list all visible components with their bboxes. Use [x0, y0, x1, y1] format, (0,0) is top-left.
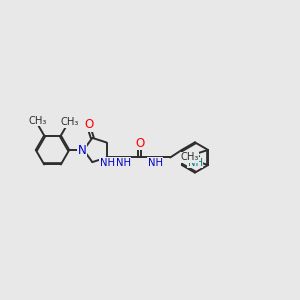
- Text: CH₃: CH₃: [181, 152, 199, 163]
- Text: NH: NH: [188, 158, 203, 168]
- Text: NH: NH: [100, 158, 115, 168]
- Text: CH₃: CH₃: [28, 116, 46, 126]
- Text: NH: NH: [116, 158, 131, 168]
- Text: O: O: [135, 137, 145, 150]
- Text: N: N: [78, 143, 86, 157]
- Text: O: O: [85, 118, 94, 131]
- Text: CH₃: CH₃: [61, 117, 79, 128]
- Text: NH: NH: [148, 158, 163, 168]
